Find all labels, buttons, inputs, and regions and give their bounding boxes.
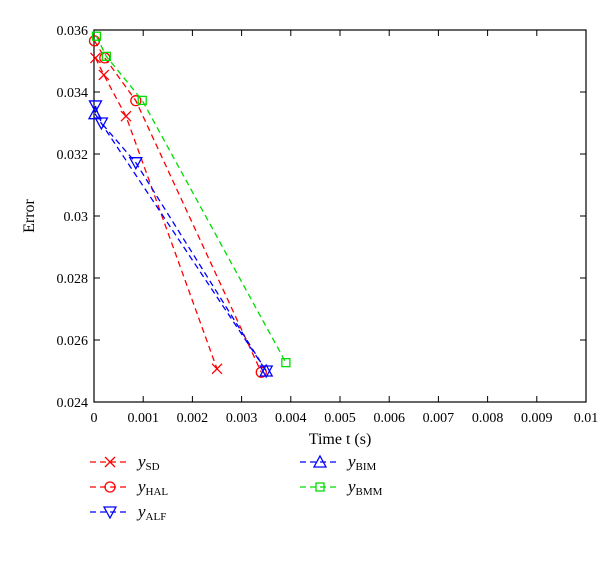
- series-line: [94, 113, 267, 372]
- y-tick-label: 0.028: [57, 272, 89, 287]
- x-tick-label: 0.008: [472, 411, 504, 426]
- series-sd: [90, 52, 223, 375]
- legend-marker: [104, 456, 116, 468]
- x-tick-label: 0.009: [521, 411, 553, 426]
- data-point: [130, 95, 142, 107]
- y-tick-label: 0.034: [57, 86, 89, 101]
- data-point: [90, 52, 101, 64]
- data-point: [281, 357, 291, 368]
- legend-label: ySD: [136, 452, 160, 473]
- data-point: [128, 157, 143, 171]
- legend-item-bmm: yBMM: [300, 477, 383, 498]
- legend-label: yBIM: [346, 452, 377, 473]
- legend-label-main: y: [136, 477, 146, 496]
- legend-label-subscript: BIM: [356, 461, 377, 473]
- x-axis-label: Time t (s): [309, 431, 372, 448]
- legend-label: yALF: [136, 502, 166, 523]
- legend-label-main: y: [346, 477, 356, 496]
- series-bmm: [91, 31, 291, 368]
- series-line: [93, 40, 262, 373]
- y-tick-label: 0.03: [64, 210, 89, 225]
- legend-marker: [312, 454, 328, 468]
- data-point: [87, 106, 103, 120]
- legend-label-subscript: SD: [146, 461, 160, 473]
- legend-label-subscript: HAL: [146, 486, 169, 498]
- y-axis-label: Error: [21, 198, 38, 232]
- series-line: [94, 105, 267, 372]
- data-point: [91, 31, 102, 41]
- plot-area: [93, 29, 587, 403]
- series-bim: [87, 106, 274, 377]
- data-point: [101, 51, 111, 61]
- data-point: [88, 100, 103, 114]
- legend-label-main: y: [346, 452, 356, 471]
- series-line: [95, 35, 287, 363]
- x-tick-label: 0.006: [373, 411, 405, 426]
- y-tick-label: 0.036: [57, 24, 89, 39]
- y-tick-label: 0.032: [57, 148, 89, 163]
- legend-item-sd: ySD: [90, 452, 160, 473]
- y-tick-label: 0.024: [57, 396, 89, 411]
- legend-marker: [315, 482, 325, 492]
- legend-label-main: y: [136, 452, 146, 471]
- data-point: [98, 69, 110, 81]
- x-tick-label: 0.004: [275, 411, 307, 426]
- x-tick-label: 0.001: [127, 411, 159, 426]
- x-tick-label: 0.007: [423, 411, 455, 426]
- series-alf: [88, 100, 274, 379]
- y-tick-label: 0.026: [57, 334, 89, 349]
- legend-marker: [104, 481, 116, 493]
- data-point: [211, 363, 223, 375]
- x-tick-label: 0.002: [177, 411, 209, 426]
- x-tick-label: 0.005: [324, 411, 356, 426]
- legend-label-subscript: BMM: [356, 486, 383, 498]
- legend-label: yHAL: [136, 477, 168, 498]
- legend-label: yBMM: [346, 477, 383, 498]
- legend-item-alf: yALF: [90, 502, 166, 523]
- series-line: [94, 57, 218, 370]
- data-point: [120, 110, 132, 122]
- legend-marker: [102, 506, 118, 520]
- legend-label-subscript: ALF: [146, 511, 167, 523]
- legend-item-hal: yHAL: [90, 477, 168, 498]
- data-point: [94, 117, 109, 131]
- x-tick-label: 0.01: [574, 411, 599, 426]
- legend-label-main: y: [136, 502, 146, 521]
- x-tick-label: 0.003: [226, 411, 258, 426]
- x-tick-label: 0: [91, 411, 98, 426]
- data-point: [137, 95, 147, 106]
- legend-item-bim: yBIM: [300, 452, 377, 473]
- data-point: [259, 363, 274, 377]
- series-hal: [88, 35, 267, 378]
